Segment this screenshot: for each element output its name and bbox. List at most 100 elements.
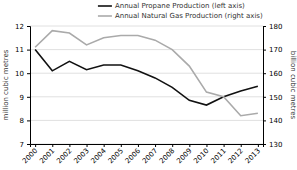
tick: 2005	[107, 144, 125, 165]
tick-mark	[258, 144, 259, 147]
tick-mark	[27, 26, 30, 27]
tick: 130	[263, 141, 282, 149]
tick-label: 150	[269, 94, 282, 102]
plot	[35, 31, 258, 116]
tick: 2013	[244, 144, 262, 165]
tick-mark	[224, 144, 225, 147]
tick-label: 2008	[158, 147, 176, 165]
tick-mark	[138, 144, 139, 147]
series-line	[35, 31, 258, 116]
tick-mark	[155, 144, 156, 147]
y2-axis: 130 140 150 160 170 180	[263, 23, 282, 149]
tick-mark	[263, 144, 266, 145]
y-axis-title: million cubic metres	[2, 49, 10, 120]
tick-mark	[87, 144, 88, 147]
grid-line	[30, 49, 263, 50]
tick-label: 2004	[90, 147, 109, 166]
tick-label: 7	[20, 141, 24, 149]
legend-item: Annual Natural Gas Production (right axi…	[98, 12, 263, 20]
tick-label: 2013	[244, 147, 262, 165]
tick-mark	[172, 144, 173, 147]
tick: 2004	[90, 144, 109, 165]
legend-swatch	[98, 5, 112, 7]
tick: 160	[263, 70, 282, 78]
tick-label: 9	[20, 94, 24, 102]
legend-label: Annual Natural Gas Production (right axi…	[115, 12, 263, 20]
tick-mark	[27, 120, 30, 121]
tick: 170	[263, 46, 282, 54]
tick-label: 12	[15, 23, 24, 31]
legend-item: Annual Propane Production (left axis)	[98, 2, 245, 10]
legend-label: Annual Propane Production (left axis)	[115, 2, 245, 10]
tick: 2010	[192, 144, 210, 165]
tick-mark	[263, 97, 266, 98]
tick: 2009	[175, 144, 193, 165]
tick: 2003	[72, 144, 90, 165]
tick-label: 2005	[107, 147, 125, 165]
tick: 2002	[55, 144, 73, 165]
tick-label: 160	[269, 70, 282, 78]
tick-mark	[121, 144, 122, 147]
tick-mark	[263, 50, 266, 51]
tick-label: 2007	[141, 147, 159, 165]
tick-mark	[69, 144, 70, 147]
grid	[30, 26, 263, 144]
tick-label: 11	[15, 46, 24, 54]
tick: 11	[15, 46, 30, 54]
tick-label: 130	[269, 141, 282, 149]
tick: 2001	[38, 144, 56, 165]
tick-mark	[27, 50, 30, 51]
grid-line	[30, 26, 263, 27]
tick: 12	[15, 23, 30, 31]
axis-line	[27, 27, 31, 145]
tick-mark	[206, 144, 207, 147]
tick-mark	[263, 120, 266, 121]
tick-label: 140	[269, 117, 282, 125]
legend: Annual Propane Production (left axis) Ann…	[98, 2, 263, 20]
tick-label: 170	[269, 46, 282, 54]
axis-line	[31, 145, 264, 148]
tick-label: 180	[269, 23, 282, 31]
tick: 150	[263, 94, 282, 102]
tick-mark	[27, 73, 30, 74]
tick: 2012	[227, 144, 245, 165]
tick-mark	[35, 144, 36, 147]
tick-mark	[241, 144, 242, 147]
y2-axis-title: billion cubic metres	[289, 51, 297, 120]
tick-label: 8	[20, 117, 24, 125]
tick: 9	[20, 94, 30, 102]
tick: 2007	[141, 144, 159, 165]
tick-mark	[263, 26, 266, 27]
tick-mark	[189, 144, 190, 147]
tick-label: 2001	[38, 147, 56, 165]
tick-mark	[52, 144, 53, 147]
x-axis: 2000200120022003200420052006200720082009…	[21, 144, 263, 165]
tick: 10	[15, 70, 30, 78]
grid-line	[30, 96, 263, 97]
axis-line	[264, 27, 267, 145]
tick-label: 2000	[21, 147, 39, 165]
tick-label: 2006	[124, 147, 143, 166]
tick-mark	[104, 144, 105, 147]
tick-label: 2003	[72, 147, 90, 165]
tick: 2006	[124, 144, 143, 165]
tick-label: 2012	[227, 147, 245, 165]
tick: 2008	[158, 144, 176, 165]
tick: 180	[263, 23, 282, 31]
tick-mark	[27, 97, 30, 98]
tick-label: 2002	[55, 147, 73, 165]
tick: 140	[263, 117, 282, 125]
tick-label: 2009	[175, 147, 193, 165]
legend-swatch	[98, 15, 112, 17]
tick-mark	[263, 73, 266, 74]
tick: 2011	[210, 144, 228, 165]
tick: 7	[20, 141, 30, 149]
tick-mark	[27, 144, 30, 145]
y-axis: 7 8 9 10 11 12	[15, 23, 30, 149]
tick-label: 10	[15, 70, 24, 78]
grid-line	[30, 120, 263, 121]
tick-label: 2010	[192, 147, 210, 165]
tick: 8	[20, 117, 30, 125]
tick-label: 2011	[210, 147, 228, 165]
chart: 2000200120022003200420052006200720082009…	[0, 0, 297, 170]
